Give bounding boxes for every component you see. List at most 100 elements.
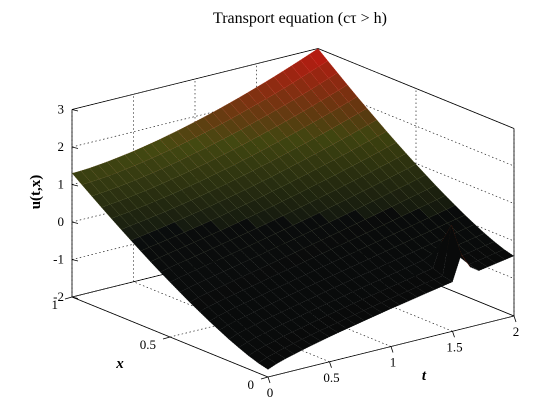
surface-facet — [231, 129, 252, 146]
surface-facet — [388, 157, 408, 174]
surface-facet — [433, 275, 453, 286]
surface-facet — [300, 323, 321, 336]
surface-facet — [222, 118, 242, 135]
surface-facet — [318, 193, 338, 209]
surface-facet — [345, 314, 365, 325]
surface-facet — [329, 231, 350, 246]
surface-facet — [198, 292, 218, 308]
surface-facet — [89, 164, 109, 180]
surface-facet — [129, 222, 149, 237]
surface-facet — [107, 172, 128, 188]
surface-facet — [222, 253, 242, 268]
x-axis-label: x — [115, 356, 124, 372]
surface-facet — [400, 197, 420, 213]
z-tick-label: -2 — [53, 289, 64, 304]
surface-facet — [275, 104, 295, 122]
surface-facet — [258, 114, 278, 132]
surface-facet — [348, 236, 368, 251]
surface-facet — [126, 179, 146, 195]
surface-facet — [209, 202, 229, 217]
surface-facet — [290, 192, 310, 208]
surface-facet — [278, 269, 298, 283]
t-gridline-floor — [133, 281, 330, 363]
z-tick-mark — [71, 221, 79, 224]
surface-facet — [204, 127, 224, 144]
surface-facet — [242, 285, 263, 300]
surface-facet — [191, 195, 211, 211]
z-tick-mark — [71, 146, 79, 149]
surface-facet — [456, 227, 477, 242]
surface-facet — [362, 295, 382, 307]
surface-facet — [230, 113, 250, 130]
surface-facet — [239, 108, 259, 126]
surface-facet — [163, 193, 183, 209]
surface-facet — [337, 213, 357, 228]
surface-facet — [294, 110, 314, 128]
z-tick-mark — [71, 296, 79, 299]
surface-facet — [466, 236, 486, 250]
surface-facet — [310, 212, 330, 227]
z-tick-label: 2 — [58, 139, 65, 154]
surface-facet — [218, 197, 238, 213]
surface-facet — [260, 277, 280, 292]
surface-facet — [179, 287, 199, 303]
surface-facet — [381, 192, 401, 207]
surface-facet — [265, 219, 285, 234]
surface-facet — [253, 180, 273, 196]
z-gridline-right — [317, 123, 515, 204]
surface-facet — [145, 201, 166, 216]
surface-facet — [316, 291, 336, 304]
surface-facet — [238, 218, 258, 233]
t-tick-mark — [267, 376, 271, 384]
surface-facet — [422, 241, 442, 269]
surface-facet — [331, 123, 351, 140]
surface-facet — [248, 349, 268, 364]
surface-facet — [313, 117, 333, 134]
surface-facet — [304, 122, 324, 139]
z-gridline-right — [317, 235, 515, 317]
surface-facet — [277, 256, 297, 270]
surface-facet — [393, 229, 413, 244]
surface-facet — [295, 127, 315, 144]
z-axis-label: u(t,x) — [28, 175, 44, 210]
surface-facet — [343, 291, 363, 304]
surface-facet — [269, 141, 289, 158]
surface-facet — [323, 144, 343, 161]
surface-facet — [352, 287, 372, 300]
surface-facet — [275, 229, 295, 244]
surface-facet — [287, 278, 308, 292]
surface-facet — [365, 228, 386, 243]
surface-facet — [167, 249, 187, 265]
surface — [71, 48, 515, 370]
surface-facet — [335, 307, 356, 319]
surface-facet — [267, 246, 287, 261]
surface-facet — [407, 287, 427, 298]
surface-facet — [418, 203, 438, 218]
surface-facet — [363, 306, 383, 317]
t-axis-label: t — [422, 368, 427, 384]
surface-facet — [289, 303, 310, 317]
surface-facet — [101, 204, 121, 219]
surface-facet — [341, 134, 361, 151]
surface-facet — [364, 214, 385, 230]
surface-facet — [465, 224, 485, 238]
surface-facet — [154, 197, 174, 212]
surface-facet — [379, 287, 400, 300]
surface-facet — [172, 189, 192, 205]
surface-facet — [375, 237, 396, 252]
surface-facet — [368, 135, 388, 153]
surface-facet — [264, 205, 284, 221]
surface-facet — [256, 81, 276, 99]
surface-facet — [340, 254, 360, 268]
surface-facet — [216, 298, 236, 312]
surface-facet — [275, 347, 295, 360]
surface-facet — [204, 261, 225, 276]
surface-facet — [331, 258, 352, 272]
surface-facet — [221, 240, 241, 255]
surface-facet — [232, 263, 252, 278]
surface-facet — [378, 146, 398, 163]
surface-facet — [203, 247, 224, 263]
surface-facet — [237, 328, 257, 343]
surface-facet — [155, 211, 175, 227]
surface-facet — [156, 225, 177, 241]
